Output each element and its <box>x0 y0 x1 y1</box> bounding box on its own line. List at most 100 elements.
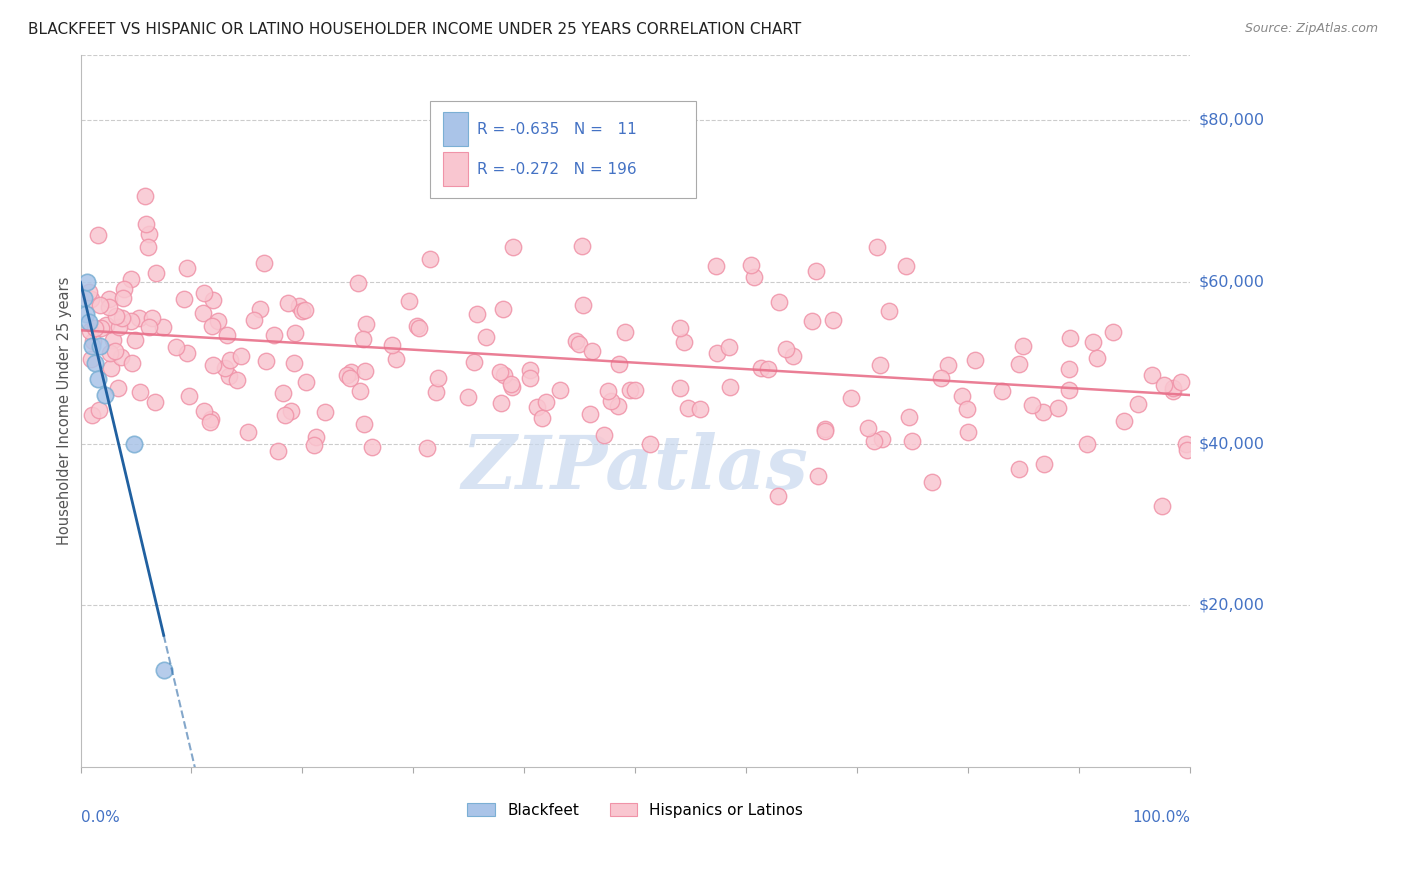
Point <box>768 294 790 309</box>
Point <box>201 293 224 307</box>
Text: R = -0.272   N = 196: R = -0.272 N = 196 <box>477 161 637 177</box>
Point <box>405 318 427 333</box>
Point <box>267 444 290 458</box>
Point <box>1059 331 1081 345</box>
Point <box>416 441 439 455</box>
Point <box>877 303 900 318</box>
Bar <box>443 152 468 186</box>
Point <box>956 425 979 440</box>
Point <box>823 313 845 327</box>
Point <box>607 399 630 413</box>
Point <box>669 321 692 335</box>
Point <box>814 424 837 438</box>
Point <box>201 319 224 334</box>
Point <box>457 390 479 404</box>
Text: $40,000: $40,000 <box>1198 436 1264 451</box>
Point <box>676 401 699 415</box>
Point <box>346 276 368 290</box>
Point <box>706 346 728 360</box>
Point <box>1170 376 1192 390</box>
Point <box>548 383 571 397</box>
Point <box>122 436 145 450</box>
Point <box>349 384 371 399</box>
Point <box>177 389 200 403</box>
Point <box>225 372 247 386</box>
Point <box>866 240 889 254</box>
Point <box>494 368 516 383</box>
Point <box>894 260 917 274</box>
Text: $60,000: $60,000 <box>1198 274 1264 289</box>
Point <box>638 437 661 451</box>
Point <box>294 303 316 318</box>
Point <box>921 475 943 490</box>
Point <box>1128 397 1150 411</box>
Point <box>176 346 198 360</box>
Point <box>353 417 375 431</box>
Point <box>340 365 363 379</box>
Point <box>501 380 523 394</box>
Point <box>176 260 198 275</box>
Point <box>839 391 862 405</box>
Text: $20,000: $20,000 <box>1198 598 1264 613</box>
Point <box>1085 351 1108 366</box>
Point <box>82 334 104 349</box>
Point <box>600 394 623 409</box>
Point <box>689 402 711 417</box>
Point <box>381 338 404 352</box>
Point <box>1008 462 1031 476</box>
Point <box>339 371 361 385</box>
Point <box>277 296 299 310</box>
Point <box>1081 335 1104 350</box>
Point <box>578 407 600 421</box>
Point <box>280 404 302 418</box>
Point <box>79 325 101 339</box>
Point <box>519 363 541 377</box>
Point <box>869 358 891 372</box>
Point <box>193 305 215 319</box>
Point <box>305 430 328 444</box>
Point <box>465 307 488 321</box>
Point <box>100 360 122 375</box>
Point <box>1011 339 1033 353</box>
Point <box>598 384 620 398</box>
Point <box>111 310 134 325</box>
Point <box>360 440 382 454</box>
Point <box>704 259 727 273</box>
Point <box>94 388 117 402</box>
Point <box>749 360 772 375</box>
Legend: Blackfeet, Hispanics or Latinos: Blackfeet, Hispanics or Latinos <box>461 797 810 823</box>
Point <box>107 381 129 395</box>
Point <box>231 349 253 363</box>
Text: 0.0%: 0.0% <box>80 810 120 825</box>
Point <box>499 376 522 391</box>
Point <box>956 402 979 417</box>
Point <box>870 432 893 446</box>
Point <box>112 282 135 296</box>
Point <box>897 409 920 424</box>
Point <box>236 425 259 439</box>
Point <box>1057 384 1080 398</box>
Point <box>530 411 553 425</box>
Point <box>963 353 986 368</box>
Point <box>581 344 603 359</box>
Point <box>492 301 515 316</box>
Point <box>419 252 441 266</box>
Point <box>274 409 297 423</box>
Point <box>152 663 174 677</box>
Point <box>1033 458 1056 472</box>
Point <box>80 351 103 366</box>
Point <box>193 285 215 300</box>
Point <box>138 227 160 242</box>
Point <box>672 335 695 350</box>
Point <box>565 334 588 348</box>
Point <box>87 403 110 417</box>
Point <box>1150 500 1173 514</box>
Point <box>519 370 541 384</box>
Point <box>77 285 100 300</box>
Point <box>79 315 101 329</box>
Point <box>571 238 593 252</box>
Point <box>1102 325 1125 339</box>
Point <box>1161 381 1184 395</box>
Point <box>408 321 430 335</box>
Point <box>104 343 127 358</box>
